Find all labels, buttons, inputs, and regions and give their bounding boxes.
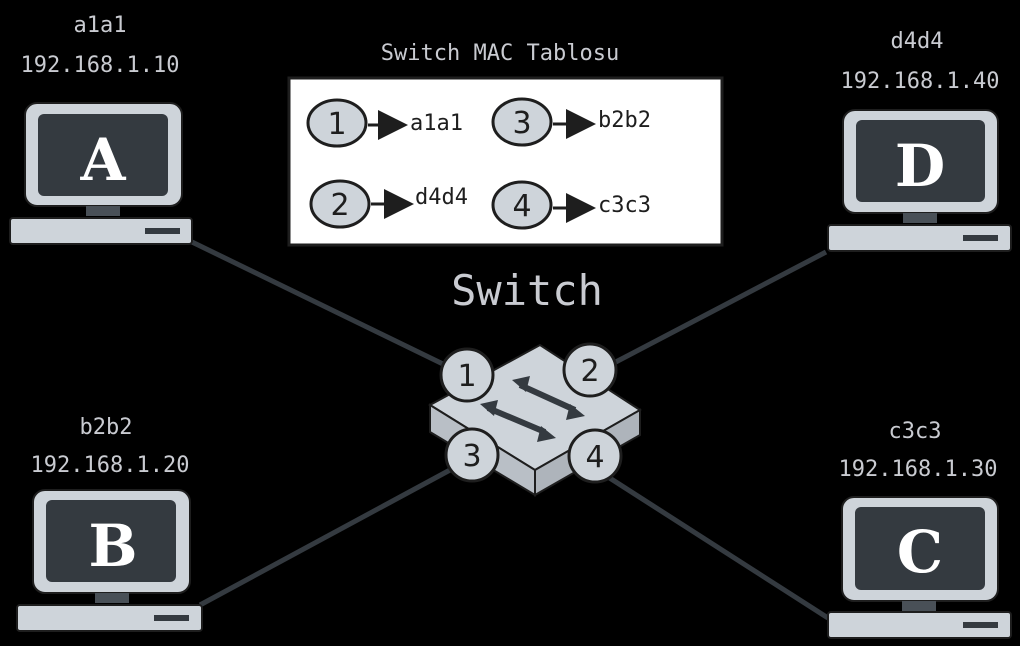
computer-letter: D bbox=[895, 132, 945, 200]
port-number: 1 bbox=[457, 359, 476, 394]
cable-c bbox=[603, 472, 830, 621]
computer-letter: C bbox=[897, 518, 943, 586]
switch-label: Switch bbox=[451, 266, 603, 315]
mac-entry-port: 3 bbox=[512, 106, 531, 141]
mac-entry-address: a1a1 bbox=[410, 111, 463, 136]
switch-port-4[interactable]: 4 bbox=[567, 428, 623, 484]
mac-table-title: Switch MAC Tablosu bbox=[381, 41, 619, 66]
computer-ip: 192.168.1.10 bbox=[21, 53, 180, 78]
mac-entry: 4 c3c3 bbox=[491, 180, 651, 230]
computer-letter: A bbox=[79, 126, 126, 194]
mac-entry-address: b2b2 bbox=[598, 108, 651, 133]
switch-port-2[interactable]: 2 bbox=[562, 342, 618, 398]
mac-entry: 2 d4d4 bbox=[309, 179, 468, 229]
mac-entry-address: d4d4 bbox=[415, 185, 468, 210]
port-number: 4 bbox=[585, 440, 604, 475]
computer-c[interactable]: c3c3 192.168.1.30 C bbox=[827, 419, 1012, 639]
mac-entry-port: 2 bbox=[330, 188, 349, 223]
mac-entry-port: 4 bbox=[512, 189, 531, 224]
computer-b[interactable]: b2b2 192.168.1.20 B bbox=[16, 415, 203, 632]
mac-entry: 1 a1a1 bbox=[306, 98, 463, 148]
switch-device[interactable]: 1 2 3 4 bbox=[428, 342, 642, 497]
mac-table: Switch MAC Tablosu 1 a1a1 3 b2b2 2 d4d4 … bbox=[287, 41, 724, 247]
mac-entry-port: 1 bbox=[327, 107, 346, 142]
cable-d bbox=[608, 249, 828, 368]
mac-entry-address: c3c3 bbox=[598, 193, 651, 218]
computer-mac: b2b2 bbox=[80, 415, 133, 440]
computer-ip: 192.168.1.40 bbox=[841, 69, 1000, 94]
port-number: 2 bbox=[580, 354, 599, 389]
computer-ip: 192.168.1.30 bbox=[839, 457, 998, 482]
computer-ip: 192.168.1.20 bbox=[31, 453, 190, 478]
computer-mac: c3c3 bbox=[889, 419, 942, 444]
computer-d[interactable]: d4d4 192.168.1.40 D bbox=[827, 29, 1012, 252]
switch-arrows-icon bbox=[480, 376, 585, 442]
cable-a bbox=[190, 239, 447, 368]
port-number: 3 bbox=[462, 439, 481, 474]
mac-entry: 3 b2b2 bbox=[491, 97, 651, 147]
switch-port-3[interactable]: 3 bbox=[444, 427, 500, 483]
cable-b bbox=[198, 467, 452, 608]
computer-mac: d4d4 bbox=[891, 29, 944, 54]
computer-letter: B bbox=[88, 512, 137, 580]
switch-port-1[interactable]: 1 bbox=[439, 347, 495, 403]
computer-a[interactable]: a1a1 192.168.1.10 A bbox=[9, 13, 193, 245]
computer-mac: a1a1 bbox=[74, 13, 127, 38]
